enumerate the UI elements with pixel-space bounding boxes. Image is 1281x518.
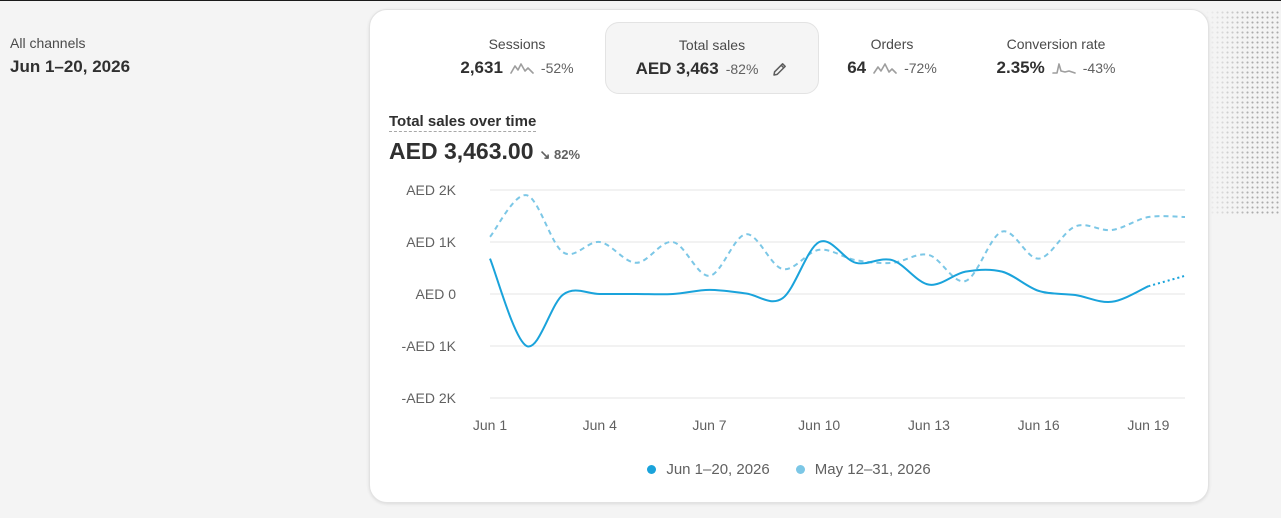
y-tick-label: -AED 2K — [402, 390, 457, 406]
metric-change: -82% — [725, 61, 759, 77]
metric-total-sales[interactable]: Total sales AED 3,463 -82% — [605, 22, 819, 94]
x-tick-label: Jun 4 — [583, 417, 617, 433]
y-tick-label: AED 2K — [406, 182, 456, 198]
dot-pattern-decoration — [1205, 10, 1281, 215]
chart-total: AED 3,463.00 ↘ 82% — [389, 138, 580, 165]
chart-total-change: ↘ 82% — [539, 147, 581, 162]
channel-filter[interactable]: All channels — [10, 35, 86, 51]
metric-label: Total sales — [678, 37, 746, 53]
date-range[interactable]: Jun 1–20, 2026 — [10, 57, 131, 76]
x-tick-label: Jun 7 — [692, 417, 726, 433]
metric-orders[interactable]: Orders 64 -72% — [822, 22, 962, 94]
legend-label: Jun 1–20, 2026 — [666, 461, 770, 478]
chart-total-value: AED 3,463.00 — [389, 138, 534, 164]
x-tick-label: Jun 1 — [473, 417, 507, 433]
y-tick-label: AED 0 — [416, 286, 457, 302]
sparkline-icon — [1051, 63, 1076, 74]
metric-value: 2,631 — [460, 58, 503, 77]
metric-value: 64 — [847, 58, 867, 77]
sparkline-icon — [510, 63, 534, 74]
metric-value: AED 3,463 — [635, 59, 719, 78]
x-tick-label: Jun 10 — [798, 417, 840, 433]
metric-label: Conversion rate — [1006, 36, 1106, 52]
metric-change: -43% — [1082, 60, 1116, 76]
top-border — [0, 0, 1281, 1]
legend-item-current[interactable]: Jun 1–20, 2026 — [647, 461, 770, 478]
chart-title[interactable]: Total sales over time — [389, 113, 537, 132]
metric-value: 2.35% — [996, 58, 1045, 77]
x-tick-label: Jun 16 — [1018, 417, 1060, 433]
x-tick-label: Jun 13 — [908, 417, 950, 433]
chart-legend: Jun 1–20, 2026 May 12–31, 2026 — [370, 461, 1208, 478]
metric-change: -72% — [904, 60, 937, 76]
metric-label: Orders — [870, 36, 914, 52]
legend-dot — [795, 465, 805, 474]
sparkline-icon — [873, 63, 897, 74]
analytics-card: Sessions 2,631 -52% Total sales AED 3,46… — [369, 9, 1209, 503]
y-tick-label: AED 1K — [406, 234, 456, 250]
y-tick-label: -AED 1K — [402, 338, 457, 354]
sales-line-chart: AED 2K AED 1K AED 0 -AED 1K -AED 2K Jun 1 Jun … — [402, 182, 1186, 433]
filter-summary: All channels Jun 1–20, 2026 — [10, 35, 130, 77]
legend-item-previous[interactable]: May 12–31, 2026 — [795, 461, 931, 478]
metric-label: Sessions — [488, 36, 546, 52]
pencil-icon[interactable] — [771, 61, 788, 78]
metric-conversion-rate[interactable]: Conversion rate 2.35% -43% — [968, 22, 1144, 94]
legend-dot — [647, 465, 657, 474]
series-line-previous — [489, 194, 1186, 283]
legend-label: May 12–31, 2026 — [814, 461, 931, 478]
metric-change: -52% — [540, 60, 574, 76]
metric-sessions[interactable]: Sessions 2,631 -52% — [432, 22, 602, 94]
series-line-current-partial — [1148, 274, 1186, 288]
x-tick-label: Jun 19 — [1127, 417, 1169, 433]
series-line-current — [489, 240, 1149, 348]
